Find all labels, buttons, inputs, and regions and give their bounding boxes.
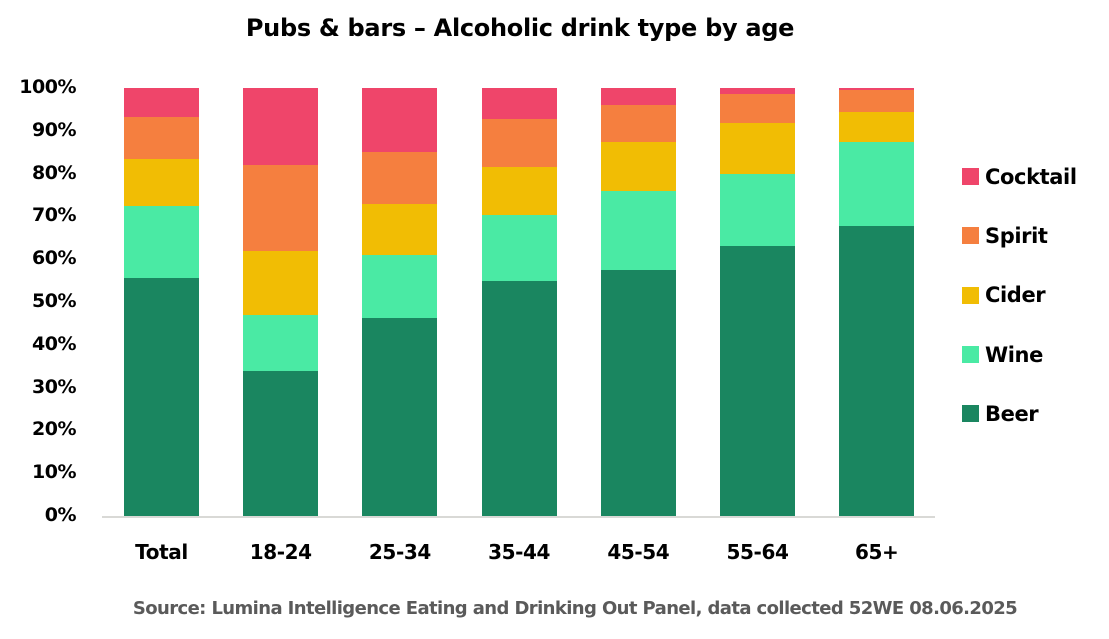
x-tick-label: 35-44 (488, 540, 551, 564)
bar-segment-wine (839, 141, 915, 226)
bar-segment-cocktail (243, 87, 319, 165)
y-tick-label: 100% (19, 76, 76, 98)
bar-segment-cider (362, 204, 438, 255)
bar-segment-cocktail (124, 88, 199, 118)
bar-segment-beer (839, 225, 915, 516)
legend-label: Wine (985, 342, 1043, 367)
y-tick-label: 30% (32, 375, 76, 398)
legend-swatch-icon (962, 227, 979, 245)
bar-segment-spirit (720, 94, 795, 124)
x-tick-label: 55-64 (726, 540, 789, 564)
bar-segment-cider (481, 167, 557, 216)
legend-item-cider: Cider (962, 266, 1077, 325)
bar-segment-cocktail (481, 88, 557, 120)
bar-segment-wine (243, 314, 319, 371)
bar-segment-cocktail (720, 88, 795, 95)
x-tick-label: 25-34 (368, 540, 431, 564)
bar-segment-beer (720, 245, 795, 516)
legend-item-spirit: Spirit (962, 206, 1077, 265)
y-tick-label: 40% (32, 332, 76, 355)
bar-total (124, 88, 199, 516)
bar-segment-spirit (243, 164, 319, 251)
bar-35-44 (481, 88, 557, 516)
x-tick-label: Total (135, 540, 188, 564)
y-tick-label: 0% (44, 504, 77, 526)
bar-segment-beer (481, 281, 557, 516)
legend: Cocktail Spirit Cider Wine Beer (962, 147, 1077, 443)
bar-55-64 (720, 88, 795, 516)
bar-segment-wine (600, 190, 676, 270)
legend-swatch-icon (962, 405, 979, 423)
y-tick-label: 10% (32, 461, 76, 484)
y-tick-label: 70% (32, 204, 76, 227)
bar-segment-beer (243, 370, 319, 516)
x-tick-label: 65+ (854, 540, 899, 564)
legend-item-beer: Beer (962, 384, 1077, 443)
bar-segment-beer (124, 278, 199, 516)
bar-segment-spirit (481, 119, 557, 168)
chart-title: Pubs & bars – Alcoholic drink type by ag… (245, 14, 795, 42)
legend-label: Cocktail (985, 164, 1077, 189)
bar-segment-spirit (362, 152, 438, 205)
legend-label: Cider (985, 283, 1046, 308)
x-tick-label: 18-24 (249, 540, 312, 564)
legend-item-cocktail: Cocktail (962, 147, 1077, 206)
bar-segment-spirit (124, 117, 199, 160)
bar-segment-beer (362, 317, 438, 516)
bar-segment-wine (362, 254, 438, 318)
legend-swatch-icon (962, 168, 979, 186)
bar-segment-cocktail (839, 88, 915, 91)
legend-swatch-icon (962, 346, 979, 364)
bar-65- (839, 88, 915, 516)
bar-segment-cocktail (362, 88, 438, 153)
bar-segment-spirit (600, 105, 676, 142)
x-axis-line (102, 516, 935, 518)
bar-segment-cider (600, 141, 676, 191)
bar-segment-cider (839, 112, 915, 142)
bar-45-54 (600, 88, 676, 516)
y-tick-label: 90% (32, 118, 76, 141)
legend-label: Spirit (985, 223, 1048, 248)
legend-swatch-icon (962, 286, 979, 304)
bar-segment-spirit (839, 90, 915, 112)
bar-25-34 (362, 88, 438, 516)
y-tick-label: 20% (32, 418, 76, 441)
bar-segment-wine (481, 215, 557, 282)
bar-18-24 (243, 87, 319, 516)
y-tick-label: 80% (32, 161, 76, 184)
legend-item-wine: Wine (962, 325, 1077, 384)
bar-segment-wine (720, 174, 795, 246)
x-tick-label: 45-54 (607, 540, 670, 564)
bar-segment-beer (600, 269, 676, 516)
bar-segment-cider (720, 123, 795, 175)
source-note: Source: Lumina Intelligence Eating and D… (132, 598, 1018, 619)
bar-segment-cider (243, 250, 319, 315)
bar-segment-cocktail (600, 88, 676, 106)
bar-segment-wine (124, 206, 199, 279)
legend-label: Beer (985, 401, 1039, 426)
y-tick-label: 60% (32, 247, 76, 270)
bar-segment-cider (124, 159, 199, 207)
y-tick-label: 50% (32, 290, 76, 312)
